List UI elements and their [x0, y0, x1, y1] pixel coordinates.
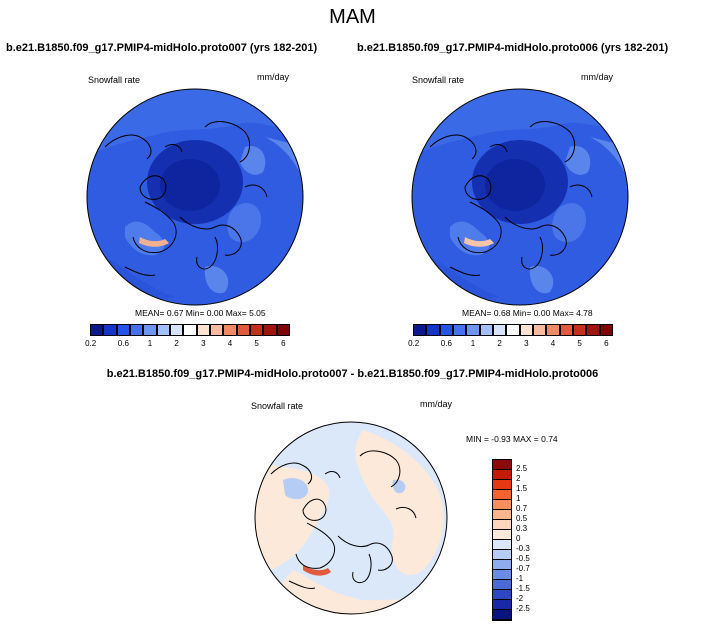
colorbar-left [90, 324, 290, 336]
colorbar-tick-label: 0.6 [440, 339, 452, 348]
colorbar-swatch [493, 520, 511, 530]
colorbar-diff [492, 459, 512, 621]
colorbar-tick-label: 0.6 [117, 339, 129, 348]
diff-variable: Snowfall rate [251, 401, 304, 411]
colorbar-tick-label: -1 [516, 574, 524, 583]
colorbar-tick-label: -2.5 [516, 604, 530, 613]
colorbar-tick-label: 3 [524, 339, 529, 348]
colorbar-swatch [250, 324, 264, 336]
colorbar-tick-label: 2 [174, 339, 179, 348]
colorbar-swatch [439, 324, 453, 336]
colorbar-tick-label: 6 [604, 339, 609, 348]
panel-left-title: b.e21.B1850.f09_g17.PMIP4-midHolo.proto0… [6, 42, 318, 54]
colorbar-swatch [90, 324, 104, 336]
colorbar-swatch [493, 480, 511, 490]
colorbar-tick-label: -0.5 [516, 554, 530, 563]
colorbar-tick-label: 1 [516, 494, 521, 503]
colorbar-swatch [586, 324, 600, 336]
colorbar-swatch [223, 324, 237, 336]
colorbar-swatch [413, 324, 427, 336]
colorbar-tick-label: 2 [516, 474, 521, 483]
colorbar-swatch [493, 460, 511, 470]
colorbar-swatch [143, 324, 157, 336]
colorbar-swatch [546, 324, 560, 336]
page-title: MAM [329, 6, 376, 28]
colorbar-swatch [559, 324, 573, 336]
colorbar-swatch [493, 600, 511, 610]
colorbar-tick-label: 4 [550, 339, 556, 348]
colorbar-swatch [493, 490, 511, 500]
colorbar-swatch [533, 324, 547, 336]
colorbar-tick-label: 1 [147, 339, 153, 348]
colorbar-swatch [493, 560, 511, 570]
colorbar-tick-label: -2 [516, 594, 524, 603]
panel-right-variable: Snowfall rate [412, 75, 465, 85]
diff-stats: MIN = -0.93 MAX = 0.74 [466, 434, 558, 444]
colorbar-swatch [453, 324, 467, 336]
map-left [86, 88, 304, 306]
colorbar-swatch [493, 540, 511, 550]
colorbar-swatch [276, 324, 290, 336]
colorbar-swatch [196, 324, 210, 336]
panel-left-variable: Snowfall rate [88, 75, 141, 85]
colorbar-swatch [493, 580, 511, 590]
colorbar-swatch [493, 530, 511, 540]
colorbar-tick-label: -0.7 [516, 564, 530, 573]
colorbar-swatch [170, 324, 184, 336]
colorbar-left-labels: 0.2 0.6 1 2 3 4 5 6 [85, 339, 290, 351]
colorbar-swatch [479, 324, 493, 336]
colorbar-right [413, 324, 613, 336]
map-diff [254, 421, 448, 615]
colorbar-swatch [599, 324, 613, 336]
colorbar-swatch [156, 324, 170, 336]
colorbar-swatch [519, 324, 533, 336]
colorbar-swatch [466, 324, 480, 336]
colorbar-tick-label: 5 [577, 339, 582, 348]
colorbar-swatch [493, 610, 511, 620]
colorbar-swatch [493, 324, 507, 336]
colorbar-swatch [103, 324, 117, 336]
colorbar-tick-label: 2 [497, 339, 502, 348]
colorbar-swatch [493, 550, 511, 560]
colorbar-tick-label: 0.2 [85, 339, 97, 348]
colorbar-swatch [493, 510, 511, 520]
colorbar-tick-label: -1.5 [516, 584, 530, 593]
panel-right-units: mm/day [581, 72, 614, 82]
diff-title: b.e21.B1850.f09_g17.PMIP4-midHolo.proto0… [106, 368, 599, 380]
panel-left-units: mm/day [257, 72, 290, 82]
colorbar-swatch [573, 324, 587, 336]
colorbar-swatch [210, 324, 224, 336]
colorbar-tick-label: 0.3 [516, 524, 528, 533]
colorbar-swatch [493, 500, 511, 510]
colorbar-diff-labels: 2.5 2 1.5 1 0.7 0.5 0.3 0 -0.3 -0.5 -0.7 -1 -1.5 -2 -2… [516, 459, 556, 621]
panel-right-title: b.e21.B1850.f09_g17.PMIP4-midHolo.proto0… [357, 42, 669, 54]
colorbar-swatch [236, 324, 250, 336]
colorbar-tick-label: 5 [254, 339, 259, 348]
colorbar-swatch [493, 570, 511, 580]
colorbar-swatch [116, 324, 130, 336]
panel-left-stats: MEAN= 0.67 Min= 0.00 Max= 5.05 [135, 308, 266, 318]
colorbar-tick-label: 1 [470, 339, 476, 348]
diff-units: mm/day [420, 399, 453, 409]
colorbar-swatch [493, 590, 511, 600]
colorbar-tick-label: 2.5 [516, 464, 528, 473]
colorbar-swatch [493, 470, 511, 480]
colorbar-right-labels: 0.2 0.6 1 2 3 4 5 6 [408, 339, 613, 351]
colorbar-tick-label: 6 [281, 339, 286, 348]
colorbar-tick-label: 1.5 [516, 484, 528, 493]
map-right [411, 88, 629, 306]
colorbar-tick-label: 3 [201, 339, 206, 348]
colorbar-tick-label: 0.5 [516, 514, 528, 523]
colorbar-swatch [263, 324, 277, 336]
panel-right-stats: MEAN= 0.68 Min= 0.00 Max= 4.78 [462, 308, 593, 318]
colorbar-swatch [426, 324, 440, 336]
colorbar-swatch [130, 324, 144, 336]
colorbar-swatch [183, 324, 197, 336]
colorbar-tick-label: 0.7 [516, 504, 528, 513]
colorbar-tick-label: 0.2 [408, 339, 420, 348]
colorbar-swatch [506, 324, 520, 336]
colorbar-tick-label: -0.3 [516, 544, 530, 553]
colorbar-tick-label: 0 [516, 534, 521, 543]
colorbar-tick-label: 4 [227, 339, 233, 348]
